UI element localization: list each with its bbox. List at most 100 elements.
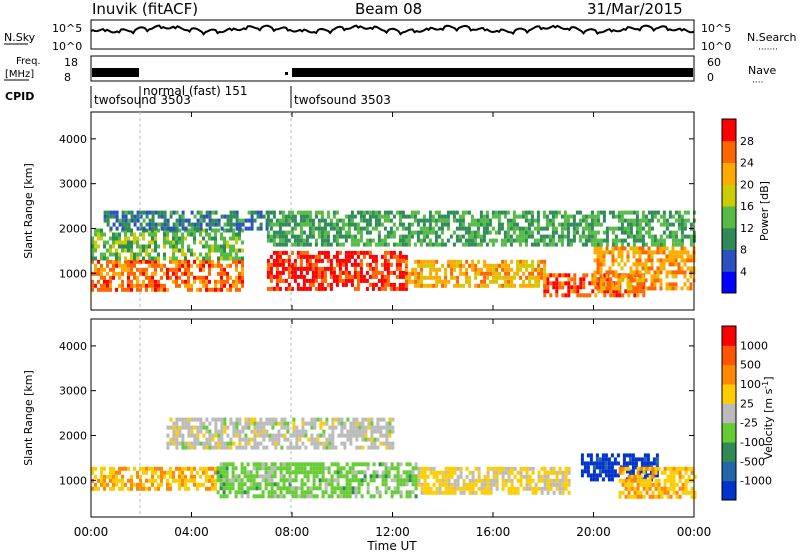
power-cell bbox=[133, 252, 136, 257]
power-cell bbox=[410, 214, 414, 219]
power-cell bbox=[623, 210, 627, 215]
velocity-cell bbox=[669, 494, 673, 499]
power-cell bbox=[515, 238, 519, 243]
velocity-cell bbox=[372, 470, 376, 475]
power-cell bbox=[323, 266, 327, 271]
power-cell bbox=[112, 263, 115, 268]
velocity-cell bbox=[264, 478, 268, 483]
power-cell bbox=[662, 214, 666, 219]
power-cell bbox=[269, 270, 273, 275]
time-axis: 00:00 04:00 08:00 12:00 16:00 20:00 00:00 bbox=[74, 112, 711, 539]
power-cell bbox=[476, 222, 480, 227]
velocity-cell bbox=[160, 478, 163, 483]
power-cell bbox=[668, 250, 672, 255]
power-cell bbox=[468, 279, 472, 284]
velocity-cell bbox=[633, 478, 637, 483]
velocity-cell bbox=[684, 470, 688, 475]
power-cell bbox=[671, 262, 675, 267]
velocity-cell bbox=[181, 474, 184, 479]
power-cell bbox=[536, 242, 540, 247]
velocity-cell bbox=[361, 445, 365, 450]
power-cell bbox=[314, 274, 318, 279]
velocity-cell bbox=[417, 474, 421, 479]
power-cell bbox=[157, 252, 160, 257]
power-cell bbox=[308, 230, 312, 235]
power-cell bbox=[368, 250, 372, 255]
velocity-cell bbox=[531, 486, 535, 491]
power-cell bbox=[548, 234, 552, 239]
velocity-cell bbox=[151, 474, 154, 479]
velocity-cell bbox=[234, 494, 238, 499]
power-cell bbox=[172, 226, 176, 231]
power-cell bbox=[91, 252, 94, 257]
power-cell bbox=[437, 226, 441, 231]
power-cell bbox=[109, 244, 112, 249]
power-cell bbox=[91, 240, 94, 245]
power-cell bbox=[118, 222, 122, 227]
velocity-cell bbox=[405, 474, 409, 479]
power-cell bbox=[326, 254, 330, 259]
velocity-cell bbox=[184, 425, 188, 430]
power-y-tick-label: 3000 bbox=[59, 178, 87, 191]
power-cell bbox=[103, 214, 107, 219]
velocity-cell bbox=[288, 466, 292, 471]
power-cell bbox=[611, 270, 615, 275]
power-cell bbox=[483, 271, 487, 276]
power-cell bbox=[405, 267, 409, 272]
velocity-cell bbox=[229, 437, 233, 442]
velocity-cell bbox=[645, 486, 649, 491]
power-cell bbox=[151, 232, 154, 237]
velocity-cell bbox=[292, 445, 296, 450]
power-cell bbox=[612, 273, 616, 278]
velocity-cell bbox=[181, 425, 185, 430]
power-cell bbox=[139, 214, 143, 219]
velocity-cell bbox=[208, 421, 212, 426]
velocity-cell bbox=[675, 466, 679, 471]
power-cell bbox=[208, 218, 212, 223]
power-cell bbox=[308, 286, 312, 291]
power-cell bbox=[504, 267, 508, 272]
power-cell bbox=[335, 278, 339, 283]
power-cell bbox=[103, 267, 106, 272]
power-cell bbox=[606, 289, 610, 294]
velocity-cell bbox=[423, 466, 427, 471]
velocity-cell bbox=[235, 421, 239, 426]
power-cell bbox=[238, 279, 241, 284]
power-cell bbox=[521, 230, 525, 235]
power-cell bbox=[115, 248, 118, 253]
velocity-cell bbox=[264, 482, 268, 487]
power-cell bbox=[546, 281, 550, 286]
power-cell bbox=[338, 270, 342, 275]
velocity-cell bbox=[690, 470, 694, 475]
velocity-cell bbox=[252, 494, 256, 499]
power-cell bbox=[485, 222, 489, 227]
power-y-tick-label: 2000 bbox=[59, 222, 87, 235]
power-cell bbox=[392, 242, 396, 247]
power-cell bbox=[142, 259, 145, 264]
power-cell bbox=[674, 286, 678, 291]
power-cell bbox=[518, 234, 522, 239]
velocity-cell bbox=[94, 474, 97, 479]
power-cell bbox=[356, 238, 360, 243]
power-cell bbox=[235, 214, 239, 219]
power-cell bbox=[441, 283, 445, 288]
power-cell bbox=[536, 226, 540, 231]
power-cell bbox=[238, 271, 241, 276]
power-cell bbox=[374, 214, 378, 219]
power-cell bbox=[485, 242, 489, 247]
velocity-cell bbox=[607, 469, 611, 474]
power-cell bbox=[558, 285, 562, 290]
velocity-cell bbox=[214, 470, 217, 475]
velocity-cell bbox=[489, 486, 493, 491]
power-cell bbox=[446, 222, 450, 227]
velocity-cell bbox=[328, 433, 332, 438]
power-cell bbox=[136, 210, 140, 215]
power-cell bbox=[335, 210, 339, 215]
power-cell bbox=[527, 226, 531, 231]
velocity-cell bbox=[280, 433, 284, 438]
velocity-cell bbox=[444, 470, 448, 475]
power-cell bbox=[452, 218, 456, 223]
power-cell bbox=[680, 234, 684, 239]
power-cell bbox=[581, 226, 585, 231]
power-cell bbox=[229, 283, 232, 288]
